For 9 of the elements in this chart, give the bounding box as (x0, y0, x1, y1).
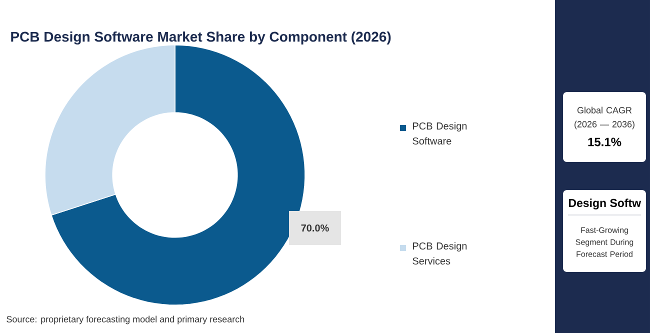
chart-title: PCB Design Software Market Share by Component (2026) (11, 31, 391, 45)
source-note: Source: proprietary forecasting model and primary research (6, 316, 244, 324)
text: Design Softw (568, 198, 642, 210)
text: Fast-Growing Segment During Forecast Period (576, 227, 634, 257)
data-label: 70.0% (301, 224, 329, 232)
legend-label: PCB Design Services (412, 242, 467, 265)
text: 15.1% (588, 138, 622, 146)
text: Global CAGR (2026 — 2036) (574, 106, 634, 130)
legend-label: PCB Design Software (412, 122, 467, 145)
